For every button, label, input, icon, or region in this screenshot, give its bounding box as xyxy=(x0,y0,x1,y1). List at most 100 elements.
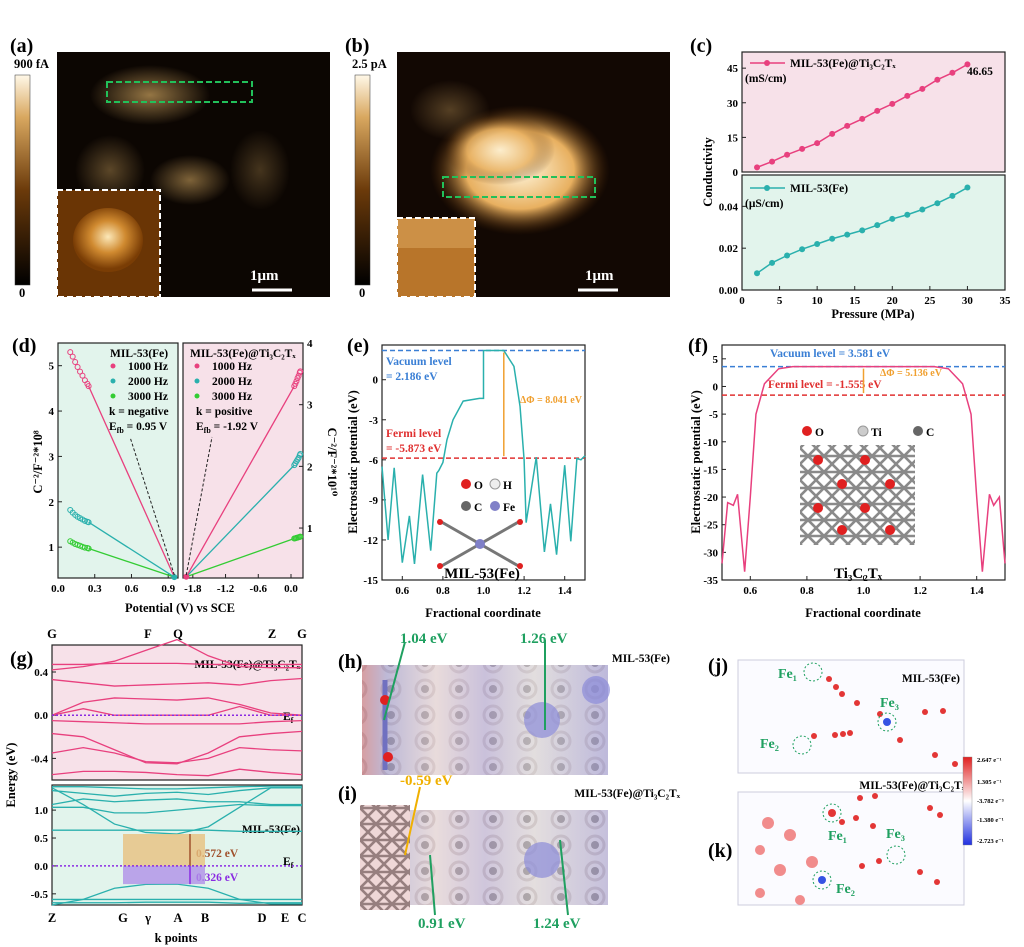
fe1-marker xyxy=(803,662,823,682)
vacuum-level-label: Vacuum level xyxy=(386,356,452,368)
data-point xyxy=(85,383,92,390)
data-point xyxy=(293,378,300,385)
fe2-label: Fe₂ xyxy=(760,737,779,752)
x-tick-label: 0.8 xyxy=(436,585,450,597)
panel-label-a: (a) xyxy=(10,35,33,57)
legend-c: C xyxy=(926,427,934,439)
data-point xyxy=(784,151,791,158)
intercept-point xyxy=(171,574,178,581)
y-tick-label: 0 xyxy=(373,375,379,387)
charge-dot xyxy=(839,691,845,697)
data-point xyxy=(829,130,836,137)
x-tick-label: 0.6 xyxy=(743,585,757,597)
y-tick-label: 30 xyxy=(727,98,739,110)
data-point xyxy=(904,92,911,99)
x-tick-label: 0.0 xyxy=(51,583,65,595)
legend-marker xyxy=(764,185,770,191)
colorbar-tick: 1.305 e⁻¹ xyxy=(977,779,1002,786)
charge-dot xyxy=(774,864,786,876)
fermi-level-label: Fermi level xyxy=(386,428,441,440)
x-tick-label: 0 xyxy=(739,295,745,307)
x-tick-label: 0.9 xyxy=(161,583,175,595)
y-tick-label: 0.04 xyxy=(719,201,739,213)
y-tick-label: 4 xyxy=(49,406,55,418)
fe3-marker xyxy=(877,712,897,732)
charge-dot xyxy=(859,863,865,869)
fe2-marker xyxy=(812,870,832,890)
y-tick-label: 4 xyxy=(307,338,313,350)
k-point-label: Q xyxy=(173,627,183,641)
charge-dot xyxy=(755,888,765,898)
data-point xyxy=(297,451,304,458)
y-tick-label: -10 xyxy=(703,437,718,449)
y-tick-label: 2 xyxy=(49,497,55,509)
k-point-label: G xyxy=(297,627,307,641)
work-function-label: ΔΦ = 5.136 eV xyxy=(880,368,943,379)
k-point-label: F xyxy=(144,627,152,641)
charge-dot xyxy=(932,752,938,758)
panel-label-f: (f) xyxy=(688,335,708,357)
legend-fe: Fe xyxy=(503,502,515,514)
structure-title: MIL-53(Fe) xyxy=(612,653,670,665)
legend-label: 3000 Hz xyxy=(212,391,252,403)
y-axis-label: Electrostatic potential (eV) xyxy=(689,390,703,533)
data-point xyxy=(934,76,941,83)
x-tick-label: 0.8 xyxy=(800,585,814,597)
scale-bar-label: 1μm xyxy=(585,268,614,284)
panel-i: (i) -0.59 eV 0.91 eV 1.24 eV MIL-53(Fe)@… xyxy=(338,773,681,932)
fe2-marker xyxy=(792,735,812,755)
ti3c2tx-structure xyxy=(800,445,915,545)
charge-dot xyxy=(755,845,765,855)
k-point-label: B xyxy=(201,911,209,925)
esp-surface-composite xyxy=(360,805,608,910)
y-tick-label: 0.02 xyxy=(719,243,739,255)
data-point xyxy=(784,252,791,259)
fit-line xyxy=(186,537,295,578)
data-point xyxy=(85,519,92,526)
energy-label-3: 1.24 eV xyxy=(533,916,581,932)
left-title: MIL-53(Fe) xyxy=(110,348,168,360)
fe3-label: Fe₃ xyxy=(880,696,899,711)
legend-o: O xyxy=(474,480,483,492)
intercept-arrow xyxy=(129,436,175,576)
panel-f-potential-chart: (f) Electrostatic potential (eV) Fractio… xyxy=(688,335,1006,620)
left-efb-text: Efb = 0.95 V xyxy=(109,421,168,435)
structure-label: MIL-53(Fe) xyxy=(444,566,520,582)
charge-dot xyxy=(840,731,846,737)
vacuum-level-label: Vacuum level = 3.581 eV xyxy=(770,348,891,360)
x-tick-label: 1.2 xyxy=(913,585,927,597)
panel-label-i: (i) xyxy=(338,783,357,805)
x-tick-label: 25 xyxy=(924,295,936,307)
band-line xyxy=(51,730,303,765)
legend-label: 2000 Hz xyxy=(128,376,168,388)
panel-k: (k) Fe₁ Fe₂ Fe₃ MIL-53(Fe)@Ti₃C₂Tₓ xyxy=(708,780,966,906)
y-tick-label: 3 xyxy=(49,451,55,463)
arrow-3 xyxy=(559,839,569,916)
legend-label: 1000 Hz xyxy=(128,361,168,373)
left-y-axis-label: C⁻²/F⁻²*10⁸ xyxy=(31,430,45,494)
band-line xyxy=(51,787,302,797)
data-point xyxy=(814,241,821,247)
charge-dot xyxy=(784,829,796,841)
right-y-axis-label: C⁻²/F⁻²*10¹⁰ xyxy=(325,428,339,497)
band-line xyxy=(51,768,303,777)
panel-label-b: (b) xyxy=(345,35,369,57)
plot-frame xyxy=(741,51,1006,173)
data-point xyxy=(754,164,761,171)
panel-d-mott-schottky-chart: (d) C⁻²/F⁻²*10⁸ C⁻²/F⁻²*10¹⁰ Potential (… xyxy=(12,335,339,615)
legend-marker xyxy=(194,393,200,399)
valence-gap-region xyxy=(123,865,205,885)
data-point xyxy=(949,69,956,76)
x-tick-label: 1.0 xyxy=(857,585,871,597)
y-axis-label: Conductivity xyxy=(701,137,715,207)
left-k-text: k = negative xyxy=(109,406,169,418)
right-title: MIL-53(Fe)@Ti₃C₂Tₓ xyxy=(190,348,296,360)
structure-label: Ti₃C₂Tₓ xyxy=(834,566,883,582)
x-tick-label: 35 xyxy=(1000,295,1012,307)
charge-dot xyxy=(917,869,923,875)
panel-label-d: (d) xyxy=(12,335,36,357)
data-point xyxy=(754,270,761,277)
structure-title: MIL-53(Fe) xyxy=(902,673,960,685)
legend-unit-mil53: (μS/cm) xyxy=(745,198,784,210)
data-point xyxy=(889,215,896,222)
